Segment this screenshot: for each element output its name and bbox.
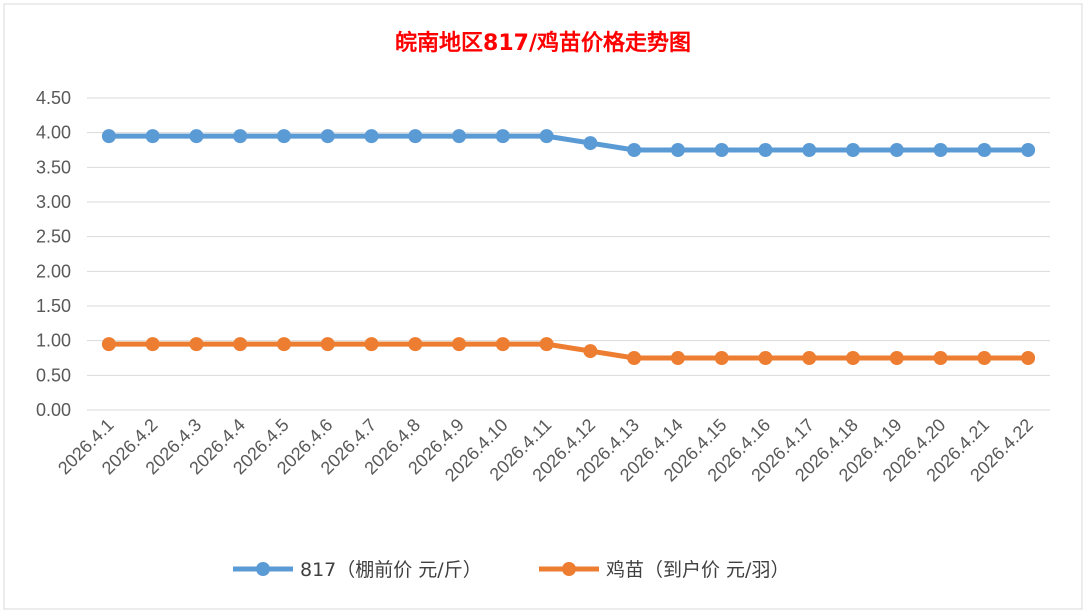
legend-marker bbox=[256, 562, 270, 576]
series-line bbox=[108, 341, 1029, 361]
data-point bbox=[714, 143, 729, 157]
data-point bbox=[408, 337, 423, 352]
y-tick-label: 1.00 bbox=[36, 331, 71, 351]
data-point bbox=[627, 351, 642, 365]
y-tick-label: 1.50 bbox=[36, 296, 71, 316]
chart-title: 皖南地区817/鸡苗价格走势图 bbox=[395, 30, 691, 56]
data-point bbox=[933, 143, 948, 157]
y-tick-label: 0.00 bbox=[36, 400, 71, 420]
data-point bbox=[1021, 143, 1036, 157]
data-point bbox=[539, 129, 554, 144]
y-tick-label: 4.50 bbox=[36, 88, 71, 108]
data-point bbox=[452, 129, 467, 144]
data-point bbox=[145, 337, 160, 352]
data-point bbox=[452, 337, 467, 352]
series-group bbox=[101, 129, 1036, 365]
data-point bbox=[758, 351, 773, 365]
data-point bbox=[408, 129, 423, 144]
y-tick-label: 3.50 bbox=[36, 157, 71, 177]
legend: 817（棚前价 元/斤） 鸡苗（到户价 元/羽） bbox=[233, 559, 789, 581]
data-point bbox=[583, 344, 598, 359]
y-axis-ticks: 0.00 0.50 1.00 1.50 2.00 2.50 3.00 3.50 4.00 4.50 bbox=[36, 88, 71, 420]
data-point bbox=[276, 129, 291, 144]
data-point bbox=[320, 129, 335, 144]
series-line bbox=[108, 133, 1029, 153]
gridlines bbox=[87, 97, 1050, 411]
data-point bbox=[846, 143, 861, 157]
data-point bbox=[364, 129, 379, 144]
series-1 bbox=[101, 129, 1036, 157]
y-tick-label: 2.50 bbox=[36, 227, 71, 247]
data-point bbox=[977, 351, 992, 365]
y-tick-label: 3.00 bbox=[36, 192, 71, 212]
data-point bbox=[364, 337, 379, 352]
legend-marker bbox=[562, 562, 576, 576]
data-point bbox=[758, 143, 773, 157]
legend-label: 鸡苗（到户价 元/羽） bbox=[606, 559, 789, 581]
data-point bbox=[189, 129, 204, 144]
legend-item: 817（棚前价 元/斤） bbox=[233, 559, 482, 581]
y-tick-label: 2.00 bbox=[36, 261, 71, 281]
data-point bbox=[233, 337, 248, 352]
data-point bbox=[189, 337, 204, 352]
data-point bbox=[276, 337, 291, 352]
data-point bbox=[714, 351, 729, 365]
data-point bbox=[233, 129, 248, 144]
data-point bbox=[539, 337, 554, 352]
data-point bbox=[101, 337, 116, 352]
data-point bbox=[802, 351, 817, 365]
data-point bbox=[670, 143, 685, 157]
data-point bbox=[583, 136, 598, 151]
data-point bbox=[889, 143, 904, 157]
y-tick-label: 4.00 bbox=[36, 123, 71, 143]
series-2 bbox=[101, 337, 1036, 365]
data-point bbox=[627, 143, 642, 157]
data-point bbox=[320, 337, 335, 352]
legend-item: 鸡苗（到户价 元/羽） bbox=[539, 559, 789, 581]
y-tick-label: 0.50 bbox=[36, 365, 71, 385]
data-point bbox=[933, 351, 948, 365]
data-point bbox=[670, 351, 685, 365]
legend-label: 817（棚前价 元/斤） bbox=[300, 559, 482, 581]
data-point bbox=[145, 129, 160, 144]
data-point bbox=[846, 351, 861, 365]
data-point bbox=[889, 351, 904, 365]
data-point bbox=[495, 129, 510, 144]
data-point bbox=[977, 143, 992, 157]
data-point bbox=[1021, 351, 1036, 365]
data-point bbox=[101, 129, 116, 144]
data-point bbox=[802, 143, 817, 157]
data-point bbox=[495, 337, 510, 352]
